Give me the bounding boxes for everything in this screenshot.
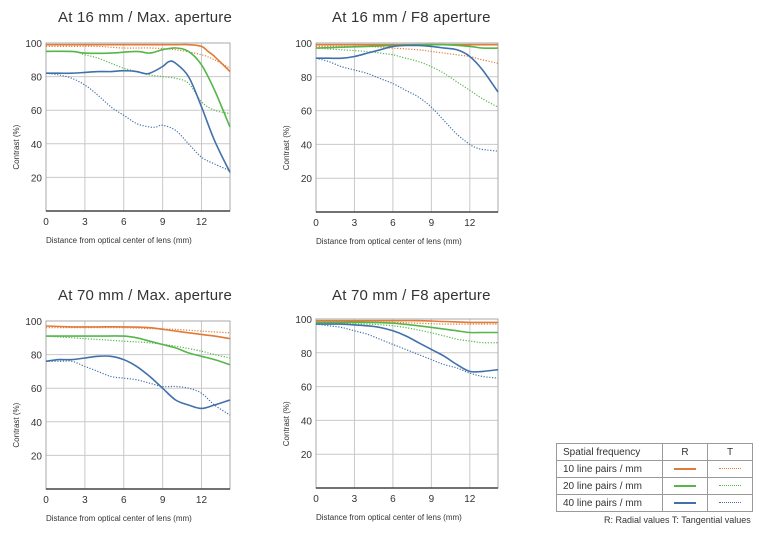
legend-swatch-radial [674, 467, 696, 470]
y-tick-label: 20 [301, 450, 313, 461]
y-tick-label: 80 [301, 73, 313, 84]
y-tick-label: 40 [31, 418, 43, 429]
mtf-chart: 0 3 6 9 12 20 40 60 80 100 Distance from optical c… [12, 39, 231, 245]
y-tick-label: 60 [31, 384, 43, 395]
plot-frame [45, 42, 231, 212]
x-tick-label: 6 [121, 495, 127, 506]
legend-swatch-tangential [719, 468, 741, 470]
series-line [45, 47, 231, 128]
chart-title: At 70 mm / Max. aperture [58, 287, 233, 304]
x-tick-label: 9 [160, 495, 166, 506]
chart-title: At 70 mm / F8 aperture [332, 287, 491, 304]
x-tick-label: 3 [82, 217, 88, 228]
y-axis-label: Contrast (%) [282, 125, 291, 170]
y-axis-label: Contrast (%) [12, 402, 21, 447]
x-tick-label: 0 [313, 218, 319, 229]
legend-note: R: Radial values T: Tangential values [604, 515, 751, 525]
legend-row: 40 line pairs / mm [556, 494, 753, 512]
series-line [45, 335, 231, 359]
plot-frame [315, 42, 499, 213]
y-axis-label: Contrast (%) [12, 124, 21, 169]
x-tick-label: 3 [352, 218, 358, 229]
legend-swatch-radial [674, 484, 696, 487]
y-tick-label: 100 [295, 39, 312, 50]
y-tick-label: 60 [301, 107, 313, 118]
series-line [45, 325, 231, 340]
chart-title: At 16 mm / Max. aperture [58, 9, 233, 26]
series-line [46, 45, 231, 69]
x-tick-label: 0 [313, 494, 319, 505]
y-tick-label: 20 [301, 174, 313, 185]
y-tick-label: 100 [295, 315, 312, 326]
y-tick-label: 40 [301, 416, 313, 427]
legend-swatch-radial [674, 501, 696, 504]
legend-header-row: Spatial frequency R T [556, 443, 753, 461]
mtf-chart: 0 3 6 9 12 20 40 60 80 100 Distance from optical c… [282, 315, 499, 522]
plot-frame [45, 320, 231, 490]
y-tick-label: 60 [31, 106, 43, 117]
series-line [316, 319, 498, 324]
legend-row-label: 20 line pairs / mm [556, 477, 663, 495]
series-line [45, 60, 231, 173]
series-line [315, 323, 499, 373]
x-axis-label: Distance from optical center of lens (mm… [46, 236, 192, 245]
x-tick-label: 9 [429, 218, 435, 229]
x-tick-label: 6 [121, 217, 127, 228]
x-axis-label: Distance from optical center of lens (mm… [316, 513, 462, 522]
y-tick-label: 40 [31, 140, 43, 151]
series-line [46, 43, 231, 73]
mtf-chart: 0 3 6 9 12 20 40 60 80 100 Distance from optical c… [282, 39, 499, 246]
x-tick-label: 12 [196, 217, 208, 228]
x-tick-label: 12 [196, 495, 208, 506]
x-tick-label: 6 [390, 494, 396, 505]
series-line [315, 47, 499, 108]
chart-title: At 16 mm / F8 aperture [332, 9, 491, 26]
x-axis-label: Distance from optical center of lens (mm… [316, 237, 462, 246]
x-axis-label: Distance from optical center of lens (mm… [46, 514, 192, 523]
y-tick-label: 40 [301, 140, 313, 151]
series-line [316, 45, 499, 64]
x-tick-label: 6 [390, 218, 396, 229]
x-tick-label: 9 [160, 217, 166, 228]
legend-header-tangential: T [707, 443, 753, 461]
series-line [316, 321, 498, 334]
series-line [45, 355, 231, 410]
y-tick-label: 100 [25, 317, 42, 328]
y-tick-label: 80 [31, 73, 43, 84]
x-tick-label: 0 [43, 217, 49, 228]
y-tick-label: 60 [301, 383, 313, 394]
legend-header-radial: R [662, 443, 708, 461]
y-tick-label: 100 [25, 39, 42, 50]
x-tick-label: 9 [429, 494, 435, 505]
x-tick-label: 3 [352, 494, 358, 505]
legend-row-label: 10 line pairs / mm [556, 460, 663, 478]
x-tick-label: 12 [464, 494, 476, 505]
y-tick-label: 80 [31, 351, 43, 362]
x-tick-label: 0 [43, 495, 49, 506]
mtf-chart: 0 3 6 9 12 20 40 60 80 100 Distance from optical c… [12, 317, 231, 523]
x-tick-label: 12 [464, 218, 476, 229]
series-line [315, 57, 499, 152]
series-line [46, 327, 231, 334]
series-line [316, 44, 499, 93]
y-tick-label: 20 [31, 451, 43, 462]
y-tick-label: 80 [301, 349, 313, 360]
plot-frame [315, 318, 499, 489]
x-tick-label: 3 [82, 495, 88, 506]
legend-swatch-tangential [719, 502, 741, 504]
series-line [315, 320, 498, 325]
series-line [46, 335, 231, 366]
legend-row: 10 line pairs / mm [556, 460, 753, 478]
legend-swatch-tangential [719, 485, 741, 487]
legend-row: 20 line pairs / mm [556, 477, 753, 495]
series-line [45, 72, 231, 172]
legend-header-label: Spatial frequency [556, 443, 663, 461]
legend-table: Spatial frequency R T 10 line pairs / mm… [556, 443, 753, 512]
series-line [45, 50, 231, 115]
y-axis-label: Contrast (%) [282, 401, 291, 446]
legend-row-label: 40 line pairs / mm [556, 494, 663, 512]
y-tick-label: 20 [31, 173, 43, 184]
